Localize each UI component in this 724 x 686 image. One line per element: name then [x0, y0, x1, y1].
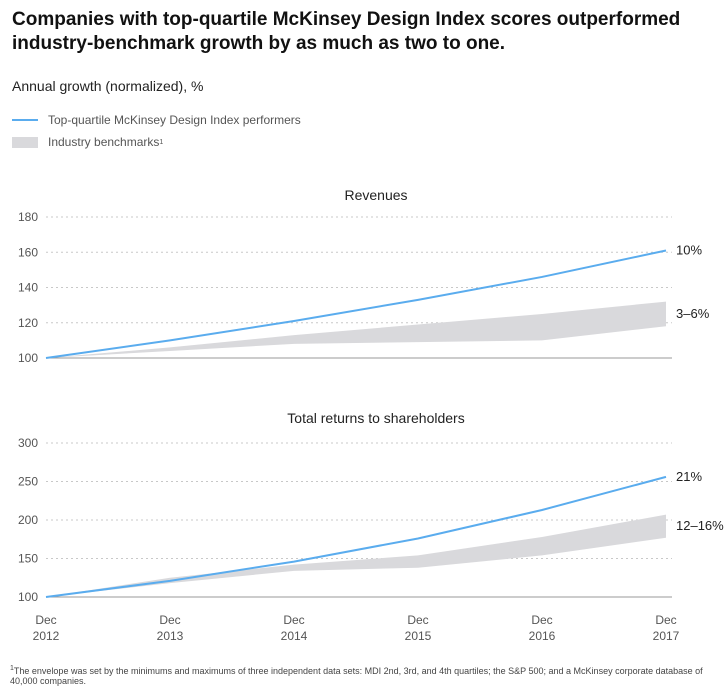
y-tick-label: 150 [18, 552, 38, 566]
series-line-top-quartile [45, 475, 667, 598]
y-tick-label: 120 [18, 316, 38, 330]
legend-label-benchmarks: Industry benchmarks [48, 135, 160, 149]
x-tick-label: Dec 2015 [405, 613, 432, 643]
end-label-top-quartile: 21% [676, 469, 702, 484]
y-tick-label: 100 [18, 590, 38, 604]
x-tick-label: Dec 2014 [281, 613, 308, 643]
end-label-benchmarks: 3–6% [676, 306, 710, 321]
y-tick-label: 140 [18, 281, 38, 295]
y-tick-label: 200 [18, 513, 38, 527]
y-tick-label: 160 [18, 245, 38, 259]
end-label-top-quartile: 10% [676, 242, 702, 257]
y-tick-label: 300 [18, 436, 38, 450]
legend-item-benchmarks: Industry benchmarks 1 [12, 135, 163, 149]
panel-title: Total returns to shareholders [287, 410, 464, 426]
chart-title: Companies with top-quartile McKinsey Des… [12, 9, 681, 54]
legend-band-swatch [12, 136, 38, 148]
benchmark-band [46, 301, 666, 358]
end-label-benchmarks: 12–16% [676, 518, 724, 533]
footnote-text: The envelope was set by the minimums and… [10, 666, 703, 686]
x-tick-label: Dec 2016 [529, 613, 556, 643]
series-line-top-quartile [45, 249, 667, 359]
x-tick-label: Dec 2012 [33, 613, 60, 643]
legend-footnote-marker: 1 [159, 138, 164, 146]
footnote-marker: 1 [10, 665, 14, 672]
legend-item-top-quartile: Top-quartile McKinsey Design Index perfo… [12, 113, 301, 127]
y-tick-label: 100 [18, 351, 38, 365]
y-tick-label: 180 [18, 210, 38, 224]
legend-label-top-quartile: Top-quartile McKinsey Design Index perfo… [48, 113, 301, 127]
chart-subtitle: Annual growth (normalized), % [12, 78, 204, 94]
footnote: 1The envelope was set by the minimums an… [10, 664, 724, 686]
legend-line-swatch [12, 119, 38, 121]
panel-title: Revenues [344, 187, 407, 203]
x-tick-label: Dec 2017 [653, 613, 680, 643]
y-tick-label: 250 [18, 475, 38, 489]
x-tick-label: Dec 2013 [157, 613, 184, 643]
